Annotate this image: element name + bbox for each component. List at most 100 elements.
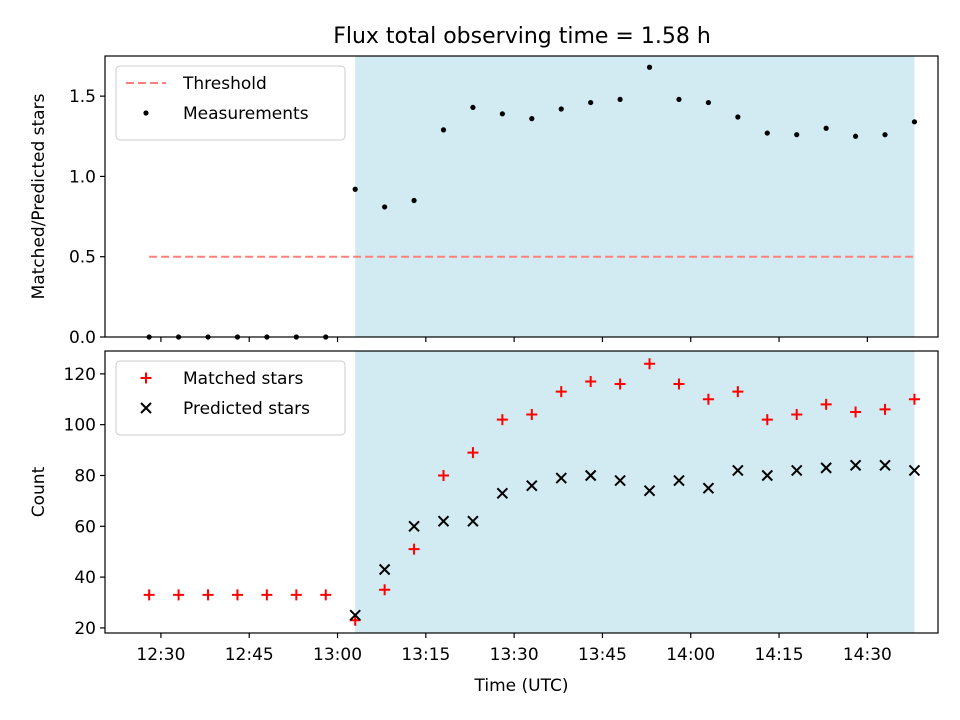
measurement-point	[705, 99, 712, 106]
matched-stars-point	[231, 589, 243, 601]
axes-frame	[104, 55, 939, 338]
matched-stars-point	[202, 589, 214, 601]
predicted-stars-point	[791, 464, 803, 477]
y-tick-label: 80	[74, 466, 96, 486]
measurement-point	[411, 197, 417, 204]
matched-stars-point	[820, 398, 832, 410]
top-panel: 0.0 0.5 1.0 1.5 Matched/Predicted stars Thres…	[29, 55, 939, 348]
legend-predicted-swatch	[140, 402, 152, 414]
legend-label: Threshold	[182, 74, 267, 94]
measurement-point	[882, 132, 888, 138]
shaded-region	[355, 351, 915, 633]
measurement-point	[676, 96, 682, 102]
x-tick-label: 13:00	[313, 645, 362, 665]
predicted-stars-point	[643, 485, 656, 497]
matched-stars-point	[614, 378, 626, 390]
matched-stars-point	[290, 589, 302, 601]
y-tick-label: 60	[74, 517, 96, 537]
y-axis-label: Matched/Predicted stars	[29, 93, 49, 299]
measurement-point	[794, 132, 800, 138]
measurement-point	[646, 64, 653, 70]
legend-box	[115, 65, 346, 141]
legend-label: Matched stars	[183, 369, 303, 389]
measurement-point	[823, 125, 829, 131]
predicted-stars-point	[732, 464, 744, 477]
y-tick-label: 40	[74, 568, 96, 588]
legend-matched-swatch	[140, 372, 152, 384]
legend-measurement-swatch	[143, 110, 149, 116]
x-tick-label: 12:45	[225, 645, 274, 665]
shaded-region	[355, 56, 915, 337]
matched-stars-point	[761, 414, 773, 426]
matched-stars-point	[143, 589, 155, 601]
measurement-point	[852, 133, 859, 139]
measurement-point	[764, 130, 770, 136]
matched-stars-point	[732, 386, 744, 398]
y-axis-label: Count	[29, 466, 49, 517]
predicted-stars-point	[496, 487, 509, 499]
measurement-point	[470, 104, 476, 110]
predicted-stars-point	[437, 515, 450, 527]
predicted-stars-point	[702, 482, 715, 494]
predicted-stars-point	[761, 469, 773, 482]
matched-stars-point	[467, 447, 479, 459]
x-tick-label: 12:30	[136, 645, 185, 665]
x-tick-label: 13:15	[401, 645, 450, 665]
y-tick-label: 1.5	[69, 87, 96, 107]
measurement-point	[617, 96, 623, 102]
legend-box	[115, 360, 346, 436]
matched-stars-point	[791, 409, 803, 421]
matched-stars-point	[379, 584, 391, 596]
y-tick-label: 100	[64, 416, 96, 436]
y-tick-label: 0.5	[69, 248, 96, 268]
predicted-stars-point	[673, 474, 685, 487]
figure-title: Flux total observing time = 1.58 h	[333, 24, 711, 49]
y-tick-label: 0.0	[69, 328, 96, 348]
measurement-point	[735, 114, 741, 120]
measurement-point	[499, 111, 505, 117]
predicted-stars-point	[908, 464, 921, 477]
matched-stars-point	[408, 543, 420, 555]
measurement-point	[911, 119, 918, 125]
legend-label: Measurements	[183, 104, 309, 124]
predicted-stars-point	[614, 474, 626, 487]
predicted-stars-point	[820, 462, 832, 474]
legend-label: Predicted stars	[183, 399, 310, 419]
predicted-stars-point	[584, 469, 597, 482]
predicted-stars-point	[349, 609, 361, 621]
matched-stars-point	[908, 393, 920, 405]
measurement-point	[382, 204, 388, 210]
predicted-stars-point	[526, 479, 538, 492]
predicted-stars-point	[378, 563, 391, 576]
bottom-panel: 20 40 60 80 100 120 12:30 12:45 13:00 13:15 13:30 1…	[29, 350, 939, 696]
x-tick-label: 14:00	[666, 645, 715, 665]
measurement-point	[440, 127, 447, 133]
measurement-point	[529, 116, 535, 122]
matched-stars-point	[673, 378, 685, 390]
matched-stars-point	[173, 589, 185, 601]
matched-stars-point	[496, 414, 508, 426]
matched-stars-point	[879, 403, 891, 415]
matched-stars-point	[850, 406, 862, 418]
x-tick-label: 13:30	[490, 645, 539, 665]
matched-stars-point	[526, 409, 538, 421]
matched-stars-point	[320, 589, 332, 601]
y-tick-label: 1.0	[69, 167, 96, 187]
predicted-stars-point	[849, 459, 862, 472]
predicted-stars-point	[408, 520, 420, 533]
y-tick-label: 20	[74, 619, 96, 639]
measurement-point	[352, 186, 358, 192]
matched-stars-point	[702, 393, 714, 405]
axes-frame	[104, 350, 939, 634]
matched-stars-point	[555, 386, 567, 398]
x-tick-label: 14:30	[843, 645, 892, 665]
x-tick-label: 13:45	[578, 645, 627, 665]
matched-stars-point	[261, 589, 273, 601]
y-tick-label: 120	[64, 365, 96, 385]
x-tick-label: 14:15	[755, 645, 804, 665]
predicted-stars-point	[467, 515, 479, 527]
measurement-point	[558, 106, 564, 112]
matched-stars-point	[585, 375, 597, 387]
measurement-point	[588, 99, 594, 106]
